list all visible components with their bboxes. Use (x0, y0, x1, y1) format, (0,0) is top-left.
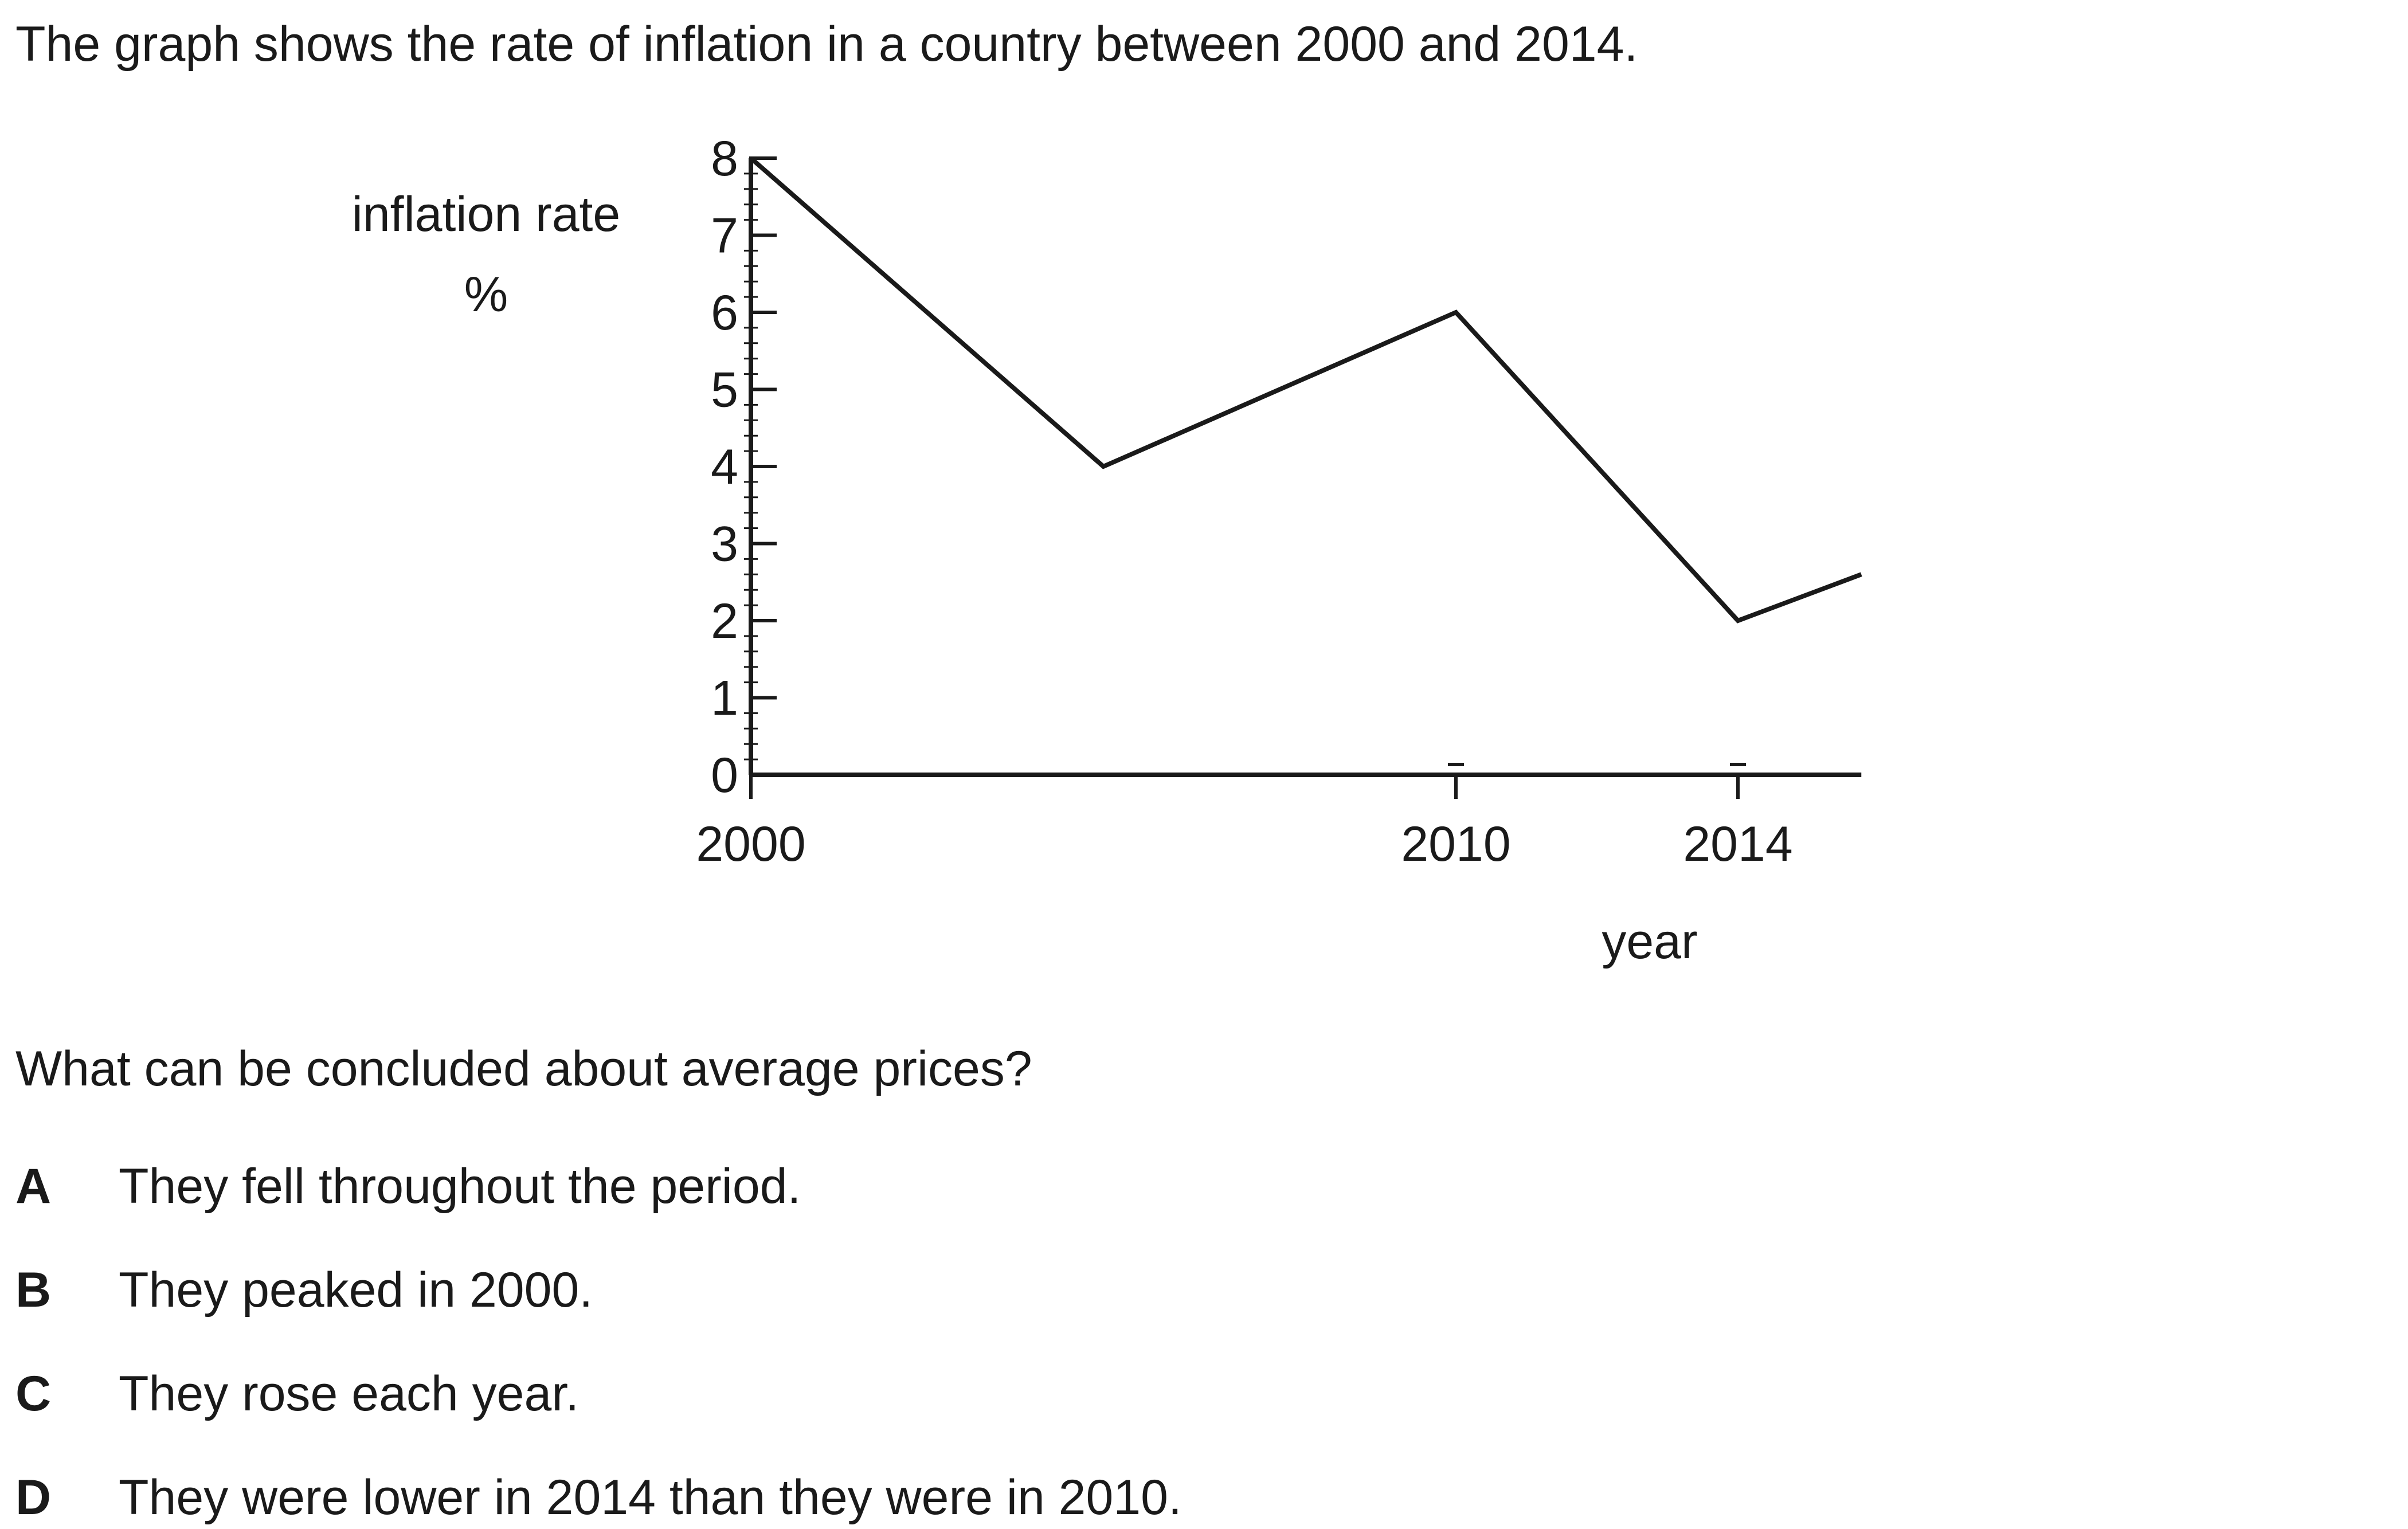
series-group (749, 156, 1862, 624)
intro-text: The graph shows the rate of inflation in… (15, 17, 1638, 72)
option-d-text: They were lower in 2014 than they were i… (119, 1470, 1182, 1525)
option-c: C They rose each year. (15, 1362, 579, 1425)
y-tick-label: 6 (711, 285, 738, 340)
y-tick-label: 8 (711, 131, 738, 186)
option-d-letter: D (15, 1470, 52, 1525)
question-text: What can be concluded about average pric… (15, 1041, 1032, 1096)
y-axis-label: inflation rate (352, 187, 621, 242)
y-tick-label: 4 (711, 440, 738, 495)
option-c-text: They rose each year. (119, 1366, 580, 1421)
y-tick-label: 5 (711, 363, 738, 418)
y-axis-title: inflation rate % (352, 187, 621, 322)
option-c-letter: C (15, 1366, 52, 1421)
y-tick-label: 7 (711, 209, 738, 264)
x-axis: 2000 2010 2014 (696, 763, 1862, 872)
option-a-text: They fell throughout the period. (119, 1159, 801, 1214)
y-tick-label: 0 (711, 748, 738, 803)
y-axis-unit: % (464, 267, 508, 322)
y-axis: 0 1 2 3 4 5 6 7 8 (711, 131, 777, 803)
y-tick-label: 1 (711, 671, 738, 726)
option-b-text: They peaked in 2000. (119, 1263, 593, 1318)
y-tick-label: 3 (711, 517, 738, 572)
option-a-letter: A (15, 1159, 52, 1214)
x-axis-label: year (1602, 914, 1697, 969)
x-tick-label: 2010 (1401, 817, 1510, 872)
option-b-letter: B (15, 1263, 52, 1318)
option-a: A They fell throughout the period. (15, 1155, 801, 1218)
option-b: B They peaked in 2000. (15, 1259, 593, 1322)
x-tick-label: 2014 (1683, 817, 1792, 872)
x-tick-label: 2000 (696, 817, 805, 872)
y-tick-label: 2 (711, 594, 738, 649)
option-d: D They were lower in 2014 than they were … (15, 1466, 1182, 1529)
series-line (749, 156, 1862, 624)
